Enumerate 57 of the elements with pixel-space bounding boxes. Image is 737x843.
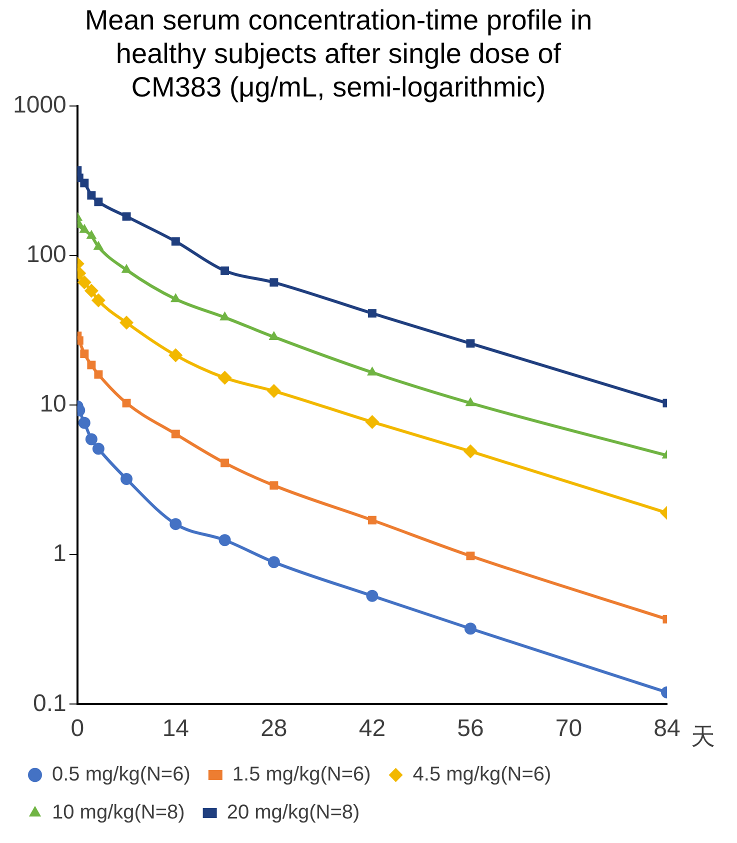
point <box>122 398 131 408</box>
x-tick-label: 70 <box>555 715 582 742</box>
point <box>170 293 181 302</box>
point <box>87 360 96 370</box>
point <box>270 481 278 490</box>
point <box>463 444 478 458</box>
legend-label: 10 mg/kg(N=8) <box>52 802 185 824</box>
point <box>94 198 103 206</box>
chart-title: Mean serum concentration-time profile in healthy subjects after single dose of CM383 (μg/mL, semi-logarithmic) <box>84 4 592 103</box>
legend-label: 4.5 mg/kg(N=6) <box>412 764 552 786</box>
point <box>94 370 103 379</box>
y-tick-label: 10 <box>40 390 66 418</box>
point <box>466 552 475 560</box>
point <box>120 316 134 330</box>
point <box>366 590 378 602</box>
point <box>122 212 131 221</box>
point <box>91 293 106 308</box>
point <box>80 178 89 188</box>
point <box>464 622 476 635</box>
x-tick-label: 14 <box>162 715 190 742</box>
legend-label: 1.5 mg/kg(N=6) <box>232 764 371 786</box>
point <box>77 275 92 290</box>
point <box>120 473 133 486</box>
point <box>170 518 182 530</box>
point <box>220 458 230 468</box>
point <box>218 534 231 546</box>
point <box>368 516 376 524</box>
x-tick-label: 84 <box>654 715 680 742</box>
point <box>84 284 98 298</box>
x-tick-label: 0 <box>70 715 84 742</box>
point <box>171 237 180 246</box>
y-tick-label: 1 <box>53 540 66 568</box>
x-tick-label: 28 <box>260 715 288 742</box>
x-axis-title: 天 <box>691 722 715 750</box>
point <box>218 370 232 385</box>
y-tick-label: 1000 <box>13 91 66 118</box>
point <box>80 350 89 358</box>
point <box>168 348 183 362</box>
point <box>268 556 280 568</box>
point <box>365 414 380 429</box>
y-tick-label: 0.1 <box>33 690 66 717</box>
point <box>171 430 180 438</box>
x-tick-label: 56 <box>457 715 484 742</box>
point <box>270 278 278 287</box>
y-tick-label: 100 <box>26 241 66 268</box>
legend-label: 20 mg/kg(N=8) <box>226 802 360 824</box>
point <box>78 416 90 429</box>
point <box>368 309 376 318</box>
legend-label: 0.5 mg/kg(N=6) <box>52 764 190 786</box>
point <box>87 191 96 200</box>
point <box>465 397 476 406</box>
point <box>266 384 281 398</box>
point <box>85 433 98 446</box>
x-tick-label: 42 <box>358 715 386 742</box>
point <box>466 339 475 348</box>
point <box>92 442 104 455</box>
point <box>220 266 230 275</box>
